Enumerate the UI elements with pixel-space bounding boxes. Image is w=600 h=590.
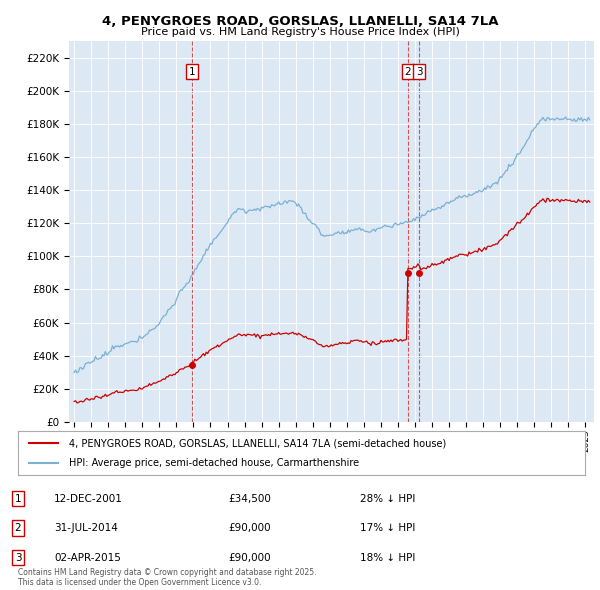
Text: HPI: Average price, semi-detached house, Carmarthenshire: HPI: Average price, semi-detached house,… xyxy=(69,458,359,467)
Text: 4, PENYGROES ROAD, GORSLAS, LLANELLI, SA14 7LA: 4, PENYGROES ROAD, GORSLAS, LLANELLI, SA… xyxy=(102,15,498,28)
Text: 17% ↓ HPI: 17% ↓ HPI xyxy=(360,523,415,533)
Text: 2: 2 xyxy=(404,67,411,77)
Text: 12-DEC-2001: 12-DEC-2001 xyxy=(54,494,123,503)
Point xyxy=(187,360,197,369)
Point xyxy=(415,268,424,278)
Text: 1: 1 xyxy=(188,67,196,77)
Text: 02-APR-2015: 02-APR-2015 xyxy=(54,553,121,562)
Text: 1: 1 xyxy=(14,494,22,503)
Text: 28% ↓ HPI: 28% ↓ HPI xyxy=(360,494,415,503)
Text: £90,000: £90,000 xyxy=(228,553,271,562)
Text: 3: 3 xyxy=(416,67,422,77)
Text: 3: 3 xyxy=(14,553,22,562)
Text: £90,000: £90,000 xyxy=(228,523,271,533)
Text: 4, PENYGROES ROAD, GORSLAS, LLANELLI, SA14 7LA (semi-detached house): 4, PENYGROES ROAD, GORSLAS, LLANELLI, SA… xyxy=(69,438,446,448)
Point xyxy=(403,268,413,278)
Text: £34,500: £34,500 xyxy=(228,494,271,503)
Text: 18% ↓ HPI: 18% ↓ HPI xyxy=(360,553,415,562)
Text: Contains HM Land Registry data © Crown copyright and database right 2025.
This d: Contains HM Land Registry data © Crown c… xyxy=(18,568,317,587)
Text: 2: 2 xyxy=(14,523,22,533)
Text: Price paid vs. HM Land Registry's House Price Index (HPI): Price paid vs. HM Land Registry's House … xyxy=(140,27,460,37)
Text: 31-JUL-2014: 31-JUL-2014 xyxy=(54,523,118,533)
